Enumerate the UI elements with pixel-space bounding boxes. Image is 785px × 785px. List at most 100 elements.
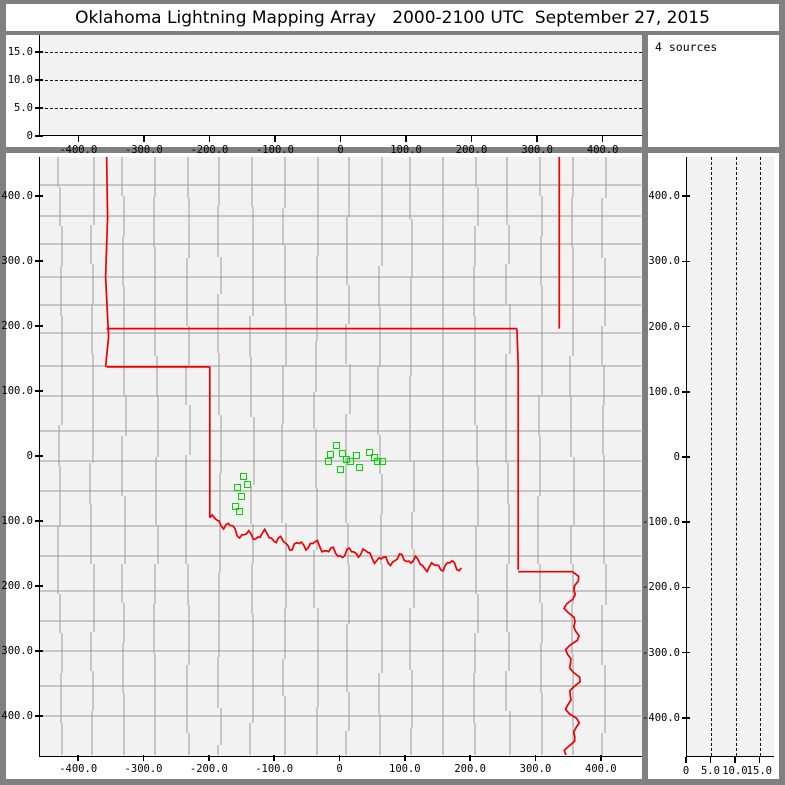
xtick-label-3: 15.0	[746, 765, 772, 777]
gridline-x-15	[760, 157, 762, 756]
ytick-mark-2	[35, 585, 43, 587]
xtick-label-2: -200.0	[189, 763, 228, 775]
xtick-mark-2	[734, 757, 736, 763]
ytick-mark-2	[682, 586, 690, 589]
north-vs-altitude-plot-area[interactable]	[686, 157, 774, 757]
ytick-mark-5	[682, 390, 690, 393]
xtick-label-3: -100.0	[255, 763, 294, 775]
xtick-label-1: 5.0	[700, 765, 720, 777]
state-border-ar-ok	[516, 328, 520, 570]
lma-source-marker[interactable]	[342, 456, 350, 464]
ytick-label-3: -100.0	[642, 516, 680, 529]
lma-source-marker[interactable]	[235, 507, 243, 515]
lma-source-marker[interactable]	[333, 442, 341, 450]
lma-source-marker[interactable]	[337, 465, 344, 473]
xtick-mark-0	[77, 136, 80, 142]
xtick-mark-8	[601, 136, 604, 142]
ytick-label-4: 0	[673, 451, 680, 463]
lma-source-marker[interactable]	[327, 450, 335, 458]
xtick-mark-6	[470, 136, 473, 142]
lma-source-marker[interactable]	[243, 481, 251, 489]
lma-source-marker[interactable]	[239, 473, 247, 481]
xtick-label-5: 100.0	[389, 763, 421, 775]
state-border-red-river	[209, 513, 463, 574]
lma-source-marker[interactable]	[374, 458, 382, 466]
xtick-label-4: 0	[336, 763, 343, 775]
ytick-mark-0	[35, 715, 43, 717]
plan-view-plot-area[interactable]	[39, 157, 642, 757]
xtick-mark-7	[534, 755, 537, 761]
map-geography	[40, 157, 641, 755]
north-vs-altitude-panel: -400.0 -300.0 -200.0 -100.0 0 100.0 200.0 300.0…	[642, 153, 779, 779]
ytick-mark-7	[35, 260, 43, 262]
lma-source-marker[interactable]	[234, 484, 242, 492]
xtick-mark-3	[758, 757, 761, 763]
ytick-label-2: 10.0	[7, 73, 33, 86]
gridline-x-5	[711, 157, 713, 756]
altitude-vs-east-panel: 0 5.0 10.0 15.0 -400.0 -300.0 -200.0 -100.0 0 100…	[6, 35, 642, 156]
ytick-label-5: 100.0	[648, 385, 680, 398]
xtick-mark-7	[536, 136, 538, 142]
xtick-mark-4	[338, 755, 341, 761]
lma-source-marker[interactable]	[365, 449, 373, 457]
xtick-label-7: 300.0	[519, 763, 552, 775]
xtick-mark-1	[142, 755, 145, 761]
ytick-mark-8	[682, 195, 690, 197]
ytick-mark-7	[682, 260, 690, 263]
ytick-label-7: 300.0	[1, 255, 33, 267]
lma-source-marker[interactable]	[325, 457, 333, 465]
ytick-label-1: 5.0	[14, 101, 33, 114]
lma-source-marker[interactable]	[353, 451, 361, 459]
xtick-mark-4	[339, 136, 342, 142]
xtick-mark-5	[404, 755, 406, 761]
page-title: Oklahoma Lightning Mapping Array 2000-21…	[75, 7, 710, 28]
ytick-mark-4	[682, 456, 690, 458]
ytick-label-0: -400.0	[0, 710, 33, 722]
xtick-mark-2	[208, 755, 210, 761]
lma-source-marker[interactable]	[379, 458, 387, 466]
ytick-label-1: -300.0	[642, 646, 680, 659]
ytick-mark-4	[35, 455, 43, 457]
xtick-mark-0	[77, 755, 79, 761]
state-border-ok-nm	[104, 157, 110, 367]
xtick-label-0: 0	[682, 765, 690, 777]
xtick-label-4: 0	[337, 144, 344, 156]
xtick-mark-0	[685, 757, 687, 763]
lma-source-marker[interactable]	[338, 449, 346, 457]
ytick-label-4: 0	[26, 450, 33, 462]
ytick-mark-8	[35, 195, 43, 197]
ytick-label-2: -200.0	[642, 581, 680, 594]
ytick-mark-3	[35, 51, 43, 53]
ytick-mark-1	[35, 107, 43, 109]
ytick-label-2: -200.0	[0, 580, 33, 592]
state-border-tx-la	[562, 571, 581, 755]
xtick-label-0: -400.0	[59, 763, 98, 775]
ytick-label-7: 300.0	[648, 255, 680, 268]
xtick-mark-1	[709, 757, 712, 763]
altitude-vs-east-plot-area[interactable]	[39, 35, 642, 136]
xtick-label-8: 400.0	[584, 763, 617, 775]
source-count-label: 4 sources	[655, 40, 718, 54]
ytick-label-3: -100.0	[0, 515, 33, 527]
lma-source-marker[interactable]	[237, 492, 245, 500]
lma-source-marker[interactable]	[355, 463, 363, 471]
gridline-x-10	[735, 157, 737, 756]
ytick-label-0: -400.0	[642, 711, 680, 724]
ytick-mark-3	[35, 520, 43, 522]
xtick-mark-1	[143, 136, 145, 142]
source-count-panel: 4 sources	[648, 35, 779, 147]
ytick-label-0: 0	[26, 130, 33, 142]
plan-view-map-panel: -400.0 -300.0 -200.0 -100.0 0 100.0 200.0 300.0…	[0, 153, 642, 779]
ytick-mark-1	[35, 650, 43, 652]
ytick-mark-0	[682, 717, 690, 719]
ytick-label-6: 200.0	[648, 320, 680, 333]
gridline-y-15	[40, 51, 642, 53]
ytick-mark-5	[35, 390, 43, 392]
ytick-label-6: 200.0	[1, 320, 33, 332]
gridline-y-10	[40, 79, 642, 81]
lma-source-marker[interactable]	[347, 457, 355, 465]
ytick-label-3: 15.0	[7, 45, 33, 58]
ytick-mark-6	[35, 325, 43, 327]
gridline-y-5	[40, 107, 642, 109]
xtick-label-1: -300.0	[124, 763, 163, 775]
